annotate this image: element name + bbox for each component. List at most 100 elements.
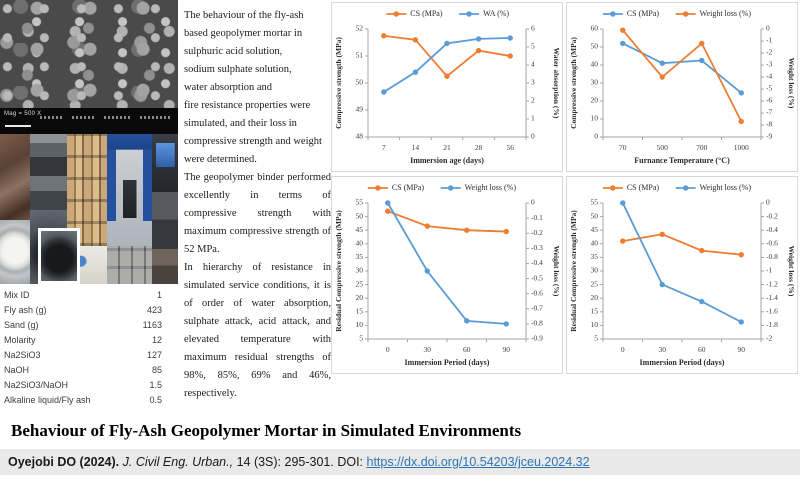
svg-text:Immersion Period (days): Immersion Period (days): [640, 358, 725, 367]
sem-micrograph: Mag = 500 X: [0, 0, 178, 134]
svg-text:20: 20: [591, 96, 599, 105]
chart-immersion-period-sulphate: 55 50 45 40 35 30 25 20 15 10 5 0 -0.1 -0.2 -0.3 -0.4 -0…: [331, 176, 563, 374]
table-cell-value: 85: [151, 365, 162, 375]
sem-meta-text: [72, 116, 96, 119]
svg-text:70: 70: [619, 143, 627, 152]
svg-text:-1.8: -1.8: [766, 320, 778, 329]
citation-authors: Oyejobi DO (2024).: [8, 455, 120, 469]
table-cell-value: 127: [146, 350, 162, 360]
svg-text:-0.8: -0.8: [766, 252, 778, 261]
table-row: Mix ID 1: [4, 288, 162, 303]
svg-text:-9: -9: [766, 132, 772, 141]
photo-glass-bowl: [0, 220, 30, 284]
table-row: Fly ash (g) 423: [4, 303, 162, 318]
table-cell-label: Alkaline liquid/Fly ash: [4, 395, 91, 405]
doi-link[interactable]: https://dx.doi.org/10.54203/jceu.2024.32: [366, 455, 590, 469]
svg-text:30: 30: [591, 266, 599, 275]
svg-text:35: 35: [356, 252, 364, 261]
svg-text:700: 700: [696, 143, 708, 152]
svg-text:0: 0: [766, 24, 770, 33]
summary-paragraph-1: The behaviour of the fly-ash based geopol…: [184, 7, 331, 169]
svg-text:Residual Compressive strength: Residual Compressive strength (MPa): [569, 210, 578, 332]
svg-text:-0.8: -0.8: [531, 319, 543, 328]
photo-shelf: [152, 192, 178, 284]
svg-text:-0.9: -0.9: [531, 334, 543, 343]
citation-details: 14 (3S): 295-301. DOI:: [236, 455, 367, 469]
sem-metadata-bar: Mag = 500 X: [0, 108, 178, 134]
svg-text:60: 60: [463, 345, 471, 354]
photo-specimen-brown: [0, 134, 30, 220]
photo-wooden-molds: [67, 134, 107, 246]
table-cell-label: Sand (g): [4, 320, 39, 330]
table-cell-label: Mix ID: [4, 290, 30, 300]
svg-text:CS (MPa): CS (MPa): [410, 9, 443, 18]
svg-text:20: 20: [591, 293, 599, 302]
svg-text:50: 50: [591, 42, 599, 51]
table-row: Alkaline liquid/Fly ash 0.5: [4, 393, 162, 408]
photo-test-equipment: [30, 134, 67, 210]
svg-text:55: 55: [356, 198, 364, 207]
svg-text:10: 10: [356, 320, 364, 329]
svg-text:Immersion age (days): Immersion age (days): [410, 156, 484, 165]
svg-text:0: 0: [386, 345, 390, 354]
svg-text:Water absorption (%): Water absorption (%): [552, 48, 561, 119]
sem-meta-text: [104, 116, 132, 119]
svg-text:1000: 1000: [734, 143, 749, 152]
paper-title: Behaviour of Fly-Ash Geopolymer Mortar i…: [11, 421, 522, 440]
svg-text:50: 50: [591, 211, 599, 220]
svg-text:-5: -5: [766, 84, 772, 93]
summary-paragraph-2: The geopolymer binder performed excellen…: [184, 172, 331, 255]
table-cell-value: 0.5: [149, 395, 162, 405]
svg-text:-0.4: -0.4: [531, 258, 543, 267]
svg-text:-0.4: -0.4: [766, 225, 778, 234]
svg-text:90: 90: [503, 345, 511, 354]
svg-text:55: 55: [591, 198, 599, 207]
table-row: Na2SiO3/NaOH 1.5: [4, 378, 162, 393]
citation-journal: J. Civil Eng. Urban.,: [119, 455, 237, 469]
svg-text:-1.4: -1.4: [766, 293, 778, 302]
svg-text:-0.2: -0.2: [766, 211, 778, 220]
table-row: NaOH 85: [4, 363, 162, 378]
svg-text:0: 0: [531, 132, 535, 141]
summary-line: sodium sulphate solution,: [184, 64, 292, 75]
svg-text:30: 30: [356, 266, 364, 275]
chart-immersion-period-acid: 55 50 45 40 35 30 25 20 15 10 5 0 -0.2 -0.4 -0.6 -0.8 -1…: [566, 176, 798, 374]
table-row: Sand (g) 1163: [4, 318, 162, 333]
svg-text:Immersion Period (days): Immersion Period (days): [405, 358, 490, 367]
svg-text:WA (%): WA (%): [483, 9, 509, 18]
table-cell-label: Na2SiO3/NaOH: [4, 380, 69, 390]
table-cell-value: 12: [151, 335, 162, 345]
svg-text:Weight loss (%): Weight loss (%): [700, 183, 752, 192]
photo-monitor: [152, 134, 178, 192]
svg-text:15: 15: [356, 307, 364, 316]
svg-text:30: 30: [424, 345, 432, 354]
svg-text:21: 21: [443, 143, 451, 152]
summary-paragraph-3: In hierarchy of resistance in simulated …: [184, 262, 331, 399]
sem-meta-text: [140, 116, 170, 119]
table-cell-value: 1.5: [149, 380, 162, 390]
summary-line: sulphuric acid solution,: [184, 46, 283, 57]
summary-line: based geopolymer mortar in: [184, 28, 303, 39]
svg-text:0: 0: [621, 345, 625, 354]
svg-text:50: 50: [356, 211, 364, 220]
photo-mix-bowl-inset: [38, 228, 80, 284]
svg-text:500: 500: [657, 143, 669, 152]
svg-text:Weight loss (%): Weight loss (%): [465, 183, 517, 192]
table-row: Molarity 12: [4, 333, 162, 348]
svg-text:CS (MPa): CS (MPa): [392, 183, 425, 192]
svg-text:-0.5: -0.5: [531, 273, 543, 282]
svg-text:-7: -7: [766, 108, 772, 117]
results-charts-grid: 52 51 50 49 48 6 5 4 3 2 1 0 7 14 21 28 56 Immersion age …: [331, 2, 798, 374]
svg-text:6: 6: [531, 24, 535, 33]
table-cell-label: Molarity: [4, 335, 36, 345]
svg-text:5: 5: [359, 334, 363, 343]
svg-text:60: 60: [591, 24, 599, 33]
svg-text:50: 50: [356, 78, 364, 87]
svg-text:-4: -4: [766, 72, 772, 81]
table-cell-label: NaOH: [4, 365, 30, 375]
svg-text:-1: -1: [766, 36, 772, 45]
svg-text:40: 40: [356, 239, 364, 248]
svg-text:-6: -6: [766, 96, 772, 105]
svg-text:Weight loss (%): Weight loss (%): [552, 246, 561, 297]
